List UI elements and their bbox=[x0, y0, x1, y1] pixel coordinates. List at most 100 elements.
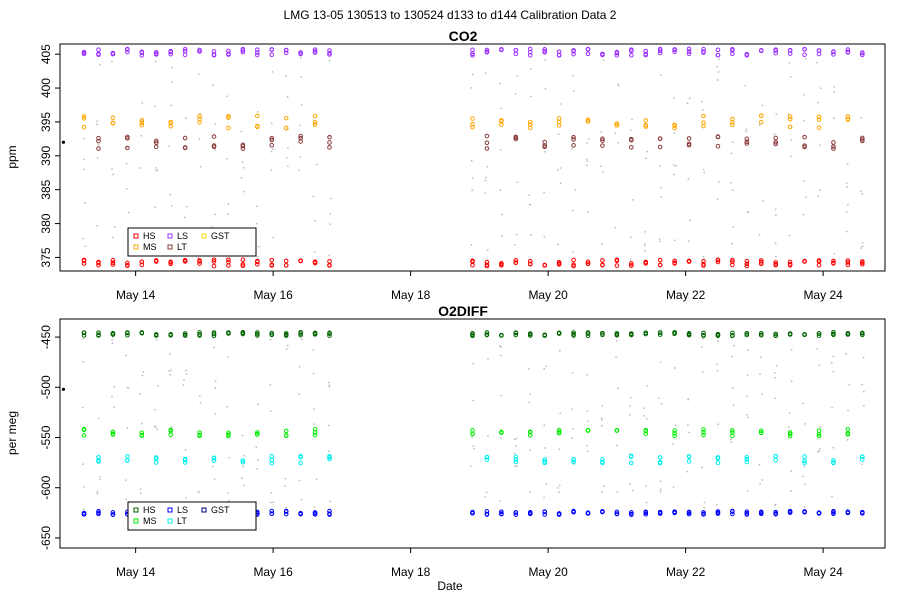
o2diff-background-point bbox=[600, 417, 603, 420]
co2-hs-point bbox=[744, 261, 750, 267]
o2diff-background-point bbox=[226, 405, 229, 408]
o2diff-hs-point bbox=[96, 330, 101, 335]
co2-lt-point bbox=[831, 140, 836, 145]
co2-background-point bbox=[631, 199, 634, 201]
co2-background-point bbox=[600, 131, 602, 134]
co2-y-tick-label: 405 bbox=[39, 44, 53, 64]
co2-y-tick-label: 380 bbox=[39, 213, 53, 233]
co2-ls-point bbox=[802, 46, 807, 52]
co2-ls-point bbox=[527, 46, 533, 52]
co2-background-point bbox=[225, 157, 228, 160]
co2-ms-point bbox=[730, 122, 735, 128]
o2diff-background-point bbox=[731, 386, 734, 389]
o2diff-background-point bbox=[499, 436, 502, 439]
o2diff-legend-swatch bbox=[201, 507, 207, 513]
co2-ms-point bbox=[139, 122, 145, 128]
co2-background-point bbox=[686, 102, 689, 105]
co2-background-point bbox=[846, 186, 848, 188]
co2-background-point bbox=[718, 181, 720, 183]
co2-y-axis-label: ppm bbox=[5, 145, 19, 168]
o2diff-background-point bbox=[516, 465, 519, 468]
co2-background-point bbox=[227, 203, 230, 205]
co2-lt-point bbox=[96, 135, 101, 141]
o2diff-ms-point bbox=[556, 427, 562, 433]
co2-lt-point bbox=[629, 145, 634, 150]
o2diff-background-point bbox=[199, 401, 202, 404]
o2diff-lt-point bbox=[629, 453, 634, 459]
co2-lt-point bbox=[571, 143, 576, 148]
co2-ms-point bbox=[758, 119, 764, 125]
o2diff-hs-point bbox=[860, 332, 865, 338]
o2diff-background-point bbox=[571, 408, 574, 411]
co2-background-point bbox=[832, 117, 835, 120]
o2diff-hs-point bbox=[513, 332, 519, 338]
co2-lt-point bbox=[686, 136, 692, 141]
co2-lt-point bbox=[211, 144, 217, 150]
co2-background-point bbox=[571, 148, 573, 150]
co2-ls-point bbox=[168, 51, 173, 57]
o2diff-ls-point bbox=[744, 509, 750, 515]
o2diff-ms-point bbox=[139, 430, 145, 436]
co2-lt-point bbox=[600, 138, 605, 143]
co2-ls-point bbox=[298, 51, 303, 57]
co2-hs-point bbox=[81, 261, 87, 266]
o2diff-background-point bbox=[315, 478, 318, 481]
o2diff-background-point bbox=[169, 369, 172, 371]
co2-background-point bbox=[731, 141, 734, 144]
o2diff-ls-point bbox=[758, 510, 764, 516]
co2-background-point bbox=[315, 163, 318, 166]
co2-hs-point bbox=[499, 261, 504, 266]
o2diff-y-tick-label: -500 bbox=[39, 375, 53, 399]
co2-legend-label: LS bbox=[177, 231, 188, 241]
co2-background-point bbox=[170, 204, 173, 207]
co2-ls-point bbox=[845, 47, 851, 52]
co2-hs-point bbox=[860, 260, 865, 265]
o2diff-ls-point bbox=[744, 512, 750, 517]
co2-x-tick-label: May 18 bbox=[391, 288, 431, 302]
o2diff-ls-point bbox=[571, 509, 576, 515]
o2diff-lt-point bbox=[860, 457, 865, 462]
co2-ls-point bbox=[787, 48, 793, 53]
co2-background-point bbox=[284, 75, 287, 78]
co2-hs-point bbox=[657, 262, 663, 268]
co2-lt-point bbox=[860, 135, 865, 141]
co2-lt-point bbox=[240, 146, 246, 151]
co2-ls-point bbox=[255, 50, 260, 55]
o2diff-hs-point bbox=[816, 333, 822, 338]
o2diff-hs-point bbox=[298, 329, 303, 335]
co2-background-point bbox=[716, 79, 719, 81]
co2-background-point bbox=[746, 211, 749, 214]
o2diff-background-point bbox=[804, 483, 806, 486]
co2-y-tick-label: 400 bbox=[39, 78, 53, 98]
co2-lt-point bbox=[327, 140, 332, 145]
o2diff-background-point bbox=[313, 506, 316, 509]
co2-lt-point bbox=[802, 143, 807, 148]
o2diff-hs-point bbox=[298, 332, 303, 338]
o2diff-background-point bbox=[241, 477, 244, 480]
o2diff-lt-point bbox=[513, 457, 519, 462]
o2diff-hs-point bbox=[686, 331, 692, 337]
co2-background-point bbox=[112, 173, 115, 176]
o2diff-hs-point bbox=[773, 331, 778, 337]
co2-ls-point bbox=[657, 50, 663, 56]
o2diff-hs-point bbox=[629, 332, 634, 337]
o2diff-ls-point bbox=[643, 511, 649, 517]
co2-ls-point bbox=[499, 47, 504, 52]
co2-ls-point bbox=[860, 50, 865, 55]
o2diff-background-point bbox=[82, 338, 85, 340]
o2diff-background-point bbox=[298, 479, 301, 482]
o2diff-lt-point bbox=[327, 455, 332, 460]
o2diff-background-point bbox=[761, 393, 764, 396]
co2-ls-point bbox=[758, 48, 764, 54]
o2diff-hs-point bbox=[327, 330, 332, 336]
co2-background-point bbox=[241, 161, 244, 164]
o2diff-background-point bbox=[602, 485, 605, 488]
co2-ls-point bbox=[513, 51, 519, 57]
o2diff-ls-point bbox=[643, 510, 649, 515]
co2-ms-point bbox=[139, 118, 145, 123]
o2diff-ms-point bbox=[701, 427, 706, 432]
co2-background-point bbox=[819, 144, 821, 147]
co2-hs-point bbox=[255, 262, 260, 267]
co2-lt-point bbox=[600, 143, 605, 148]
co2-ls-point bbox=[802, 52, 807, 58]
